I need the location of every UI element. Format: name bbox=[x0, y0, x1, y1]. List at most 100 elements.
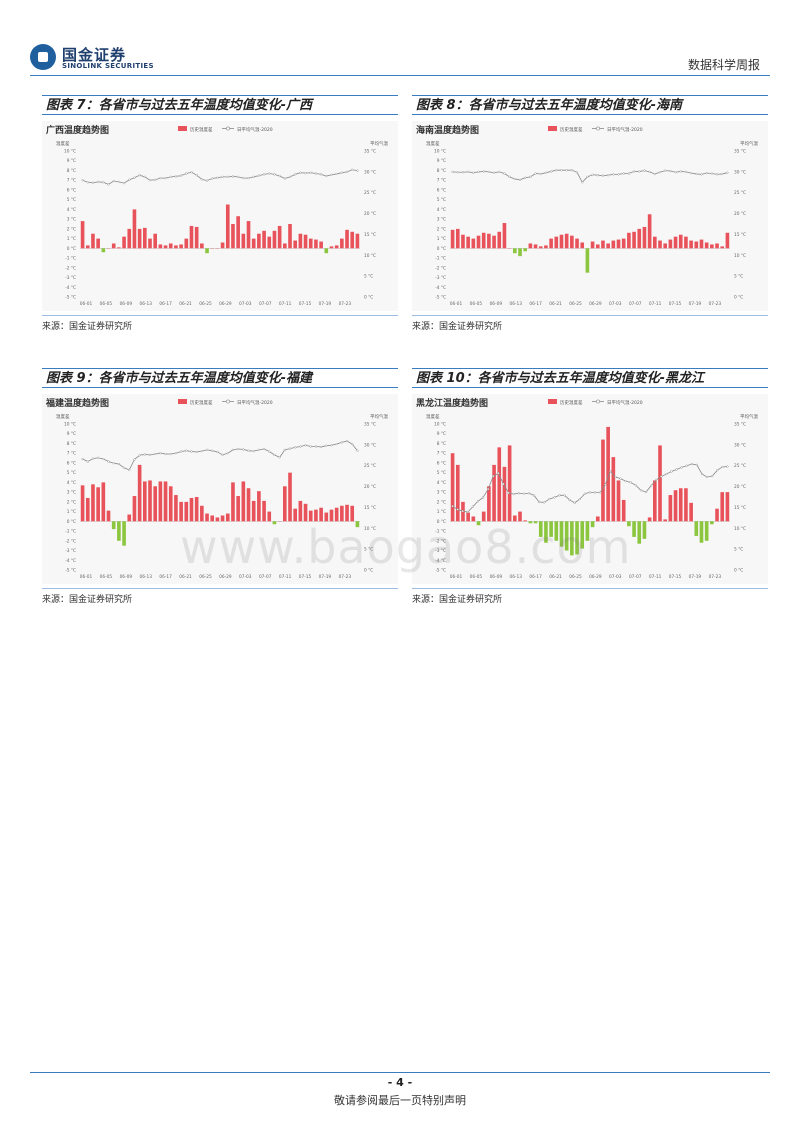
temperature-chart: 广西温度趋势图 历史温度差 日平均气温-2020 温度差 平均气温 10 °C 9 °C 8 … bbox=[46, 124, 388, 307]
data-bar bbox=[455, 464, 460, 522]
line-point bbox=[169, 175, 172, 178]
y-tick-label: 9 °C bbox=[437, 158, 446, 164]
x-tick-label: 06-29 bbox=[589, 301, 602, 307]
page-number: - 4 - bbox=[387, 1076, 413, 1089]
x-tick-label: 07-03 bbox=[609, 301, 622, 307]
x-tick-label: 06-17 bbox=[529, 301, 542, 307]
line-point bbox=[581, 181, 584, 184]
y-tick-label: 5 °C bbox=[437, 197, 446, 203]
x-tick-label: 07-19 bbox=[689, 301, 702, 307]
data-bar bbox=[476, 521, 481, 526]
line-point bbox=[644, 490, 648, 494]
chart-title: 海南温度趋势图 bbox=[416, 124, 479, 136]
data-bar bbox=[590, 241, 595, 249]
data-bar bbox=[663, 519, 667, 522]
figure-source: 来源：国金证券研究所 bbox=[42, 595, 133, 605]
data-bar bbox=[101, 482, 106, 522]
data-bar bbox=[324, 248, 329, 254]
line-point bbox=[314, 445, 318, 448]
data-bar bbox=[143, 227, 147, 249]
data-bar bbox=[246, 221, 251, 249]
data-bar bbox=[225, 513, 230, 522]
line-point bbox=[268, 172, 271, 175]
temperature-chart: 海南温度趋势图 历史温度差 日平均气温-2020 温度差 平均气温 10 °C 9 °C 8 … bbox=[416, 124, 758, 307]
data-bar bbox=[355, 521, 360, 528]
line-point bbox=[695, 463, 699, 466]
data-bar bbox=[694, 241, 699, 249]
x-tick-label: 06-13 bbox=[139, 301, 152, 307]
company-logo: 国金证券 SINOLINK SECURITIES bbox=[30, 44, 153, 74]
line-point bbox=[148, 453, 152, 456]
line-point bbox=[294, 446, 297, 449]
y-tick-label: 6 °C bbox=[67, 187, 76, 193]
data-bar bbox=[595, 244, 600, 249]
data-bar bbox=[220, 242, 225, 249]
line-point bbox=[705, 172, 708, 175]
line-point bbox=[513, 177, 516, 181]
line-point bbox=[169, 452, 172, 456]
y-tick-label: 1 °C bbox=[437, 236, 446, 242]
x-tick-label: 06-13 bbox=[509, 574, 522, 580]
data-bar bbox=[184, 238, 189, 249]
data-bar bbox=[96, 238, 100, 249]
line-point bbox=[242, 177, 245, 180]
data-bar bbox=[329, 246, 334, 249]
y2-tick-label: 10 °C bbox=[364, 526, 376, 532]
data-bar bbox=[148, 238, 152, 249]
y2-tick-label: 15 °C bbox=[364, 505, 376, 511]
x-tick-label: 06-25 bbox=[569, 301, 582, 307]
data-bar bbox=[606, 243, 610, 249]
data-bar bbox=[689, 240, 693, 249]
data-bar bbox=[450, 229, 455, 249]
x-tick-label: 07-15 bbox=[299, 301, 312, 307]
x-tick-label: 07-07 bbox=[629, 301, 642, 307]
y2-tick-label: 10 °C bbox=[364, 253, 376, 259]
figure-panel: 图表 7：各省市与过去五年温度均值变化-广西 广西温度趋势图 历史温度差 日平均气温… bbox=[42, 95, 398, 340]
y2-tick-label: 15 °C bbox=[734, 505, 746, 511]
data-bar bbox=[580, 521, 585, 549]
data-bar bbox=[642, 226, 647, 249]
y-tick-label: 7 °C bbox=[437, 178, 446, 184]
y2-tick-label: 0 °C bbox=[734, 568, 743, 574]
y2-axis-title: 平均气温 bbox=[740, 413, 758, 420]
data-bar bbox=[616, 480, 621, 522]
line-point bbox=[200, 178, 203, 181]
y-tick-label: 0 °C bbox=[67, 519, 76, 525]
line-point bbox=[655, 478, 658, 481]
line-point bbox=[685, 464, 688, 467]
legend-bar-swatch bbox=[548, 126, 557, 131]
line-point bbox=[159, 177, 162, 180]
data-bar bbox=[632, 231, 636, 249]
data-bar bbox=[528, 243, 533, 249]
line-point bbox=[591, 173, 594, 176]
line-point bbox=[133, 458, 136, 461]
y2-tick-label: 0 °C bbox=[734, 295, 743, 301]
legend-bar-label: 历史温度差 bbox=[190, 399, 213, 406]
data-bar bbox=[334, 245, 339, 249]
data-bar bbox=[111, 521, 116, 530]
y2-tick-label: 5 °C bbox=[364, 547, 373, 553]
temperature-chart: 福建温度趋势图 历史温度差 日平均气温-2020 温度差 平均气温 10 °C 9 °C 8 … bbox=[45, 397, 388, 580]
data-bar bbox=[559, 521, 564, 547]
data-bar bbox=[355, 233, 360, 249]
y-tick-label: -2 °C bbox=[435, 265, 446, 271]
data-bar bbox=[137, 464, 142, 522]
legend-line-marker bbox=[596, 126, 600, 131]
data-bar bbox=[632, 521, 636, 537]
line-point bbox=[629, 481, 632, 484]
line-point bbox=[325, 174, 328, 178]
y2-tick-label: 10 °C bbox=[734, 526, 746, 532]
line-point bbox=[550, 170, 553, 173]
y2-tick-label: 25 °C bbox=[364, 190, 376, 196]
line-point bbox=[705, 475, 709, 479]
data-bar bbox=[492, 464, 496, 522]
line-point bbox=[555, 169, 558, 172]
line-point bbox=[498, 170, 501, 173]
x-tick-label: 06-21 bbox=[549, 301, 562, 307]
data-bar bbox=[673, 236, 678, 249]
data-bar bbox=[329, 509, 334, 522]
line-point bbox=[97, 456, 100, 459]
report-name: 数据科学周报 bbox=[687, 58, 760, 72]
y2-tick-label: 25 °C bbox=[734, 190, 746, 196]
line-point bbox=[86, 460, 89, 463]
